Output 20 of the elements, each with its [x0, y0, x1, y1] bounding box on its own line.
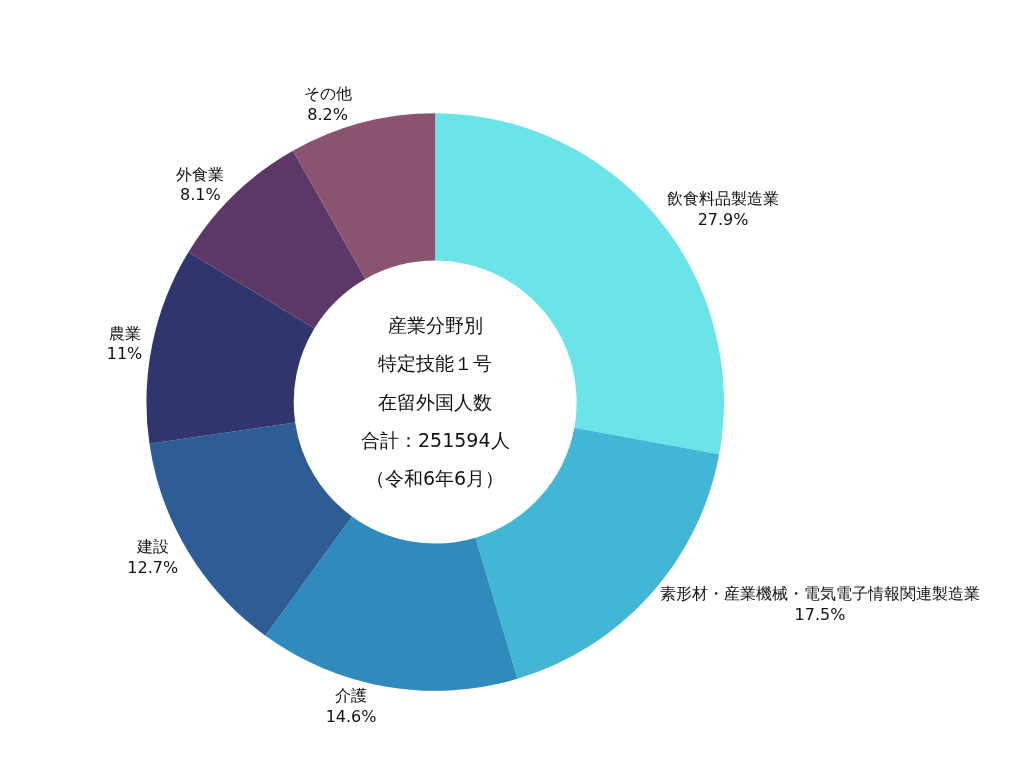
text: （令和6年6月）	[366, 467, 505, 489]
text: 在留外国人数	[378, 391, 492, 413]
donut-slice	[146, 251, 315, 444]
data-label: 12.7%	[127, 557, 179, 577]
slice-label: 農業	[108, 323, 141, 343]
slice-label: 飲食料品製造業	[667, 189, 780, 209]
slice-label: 素形材・産業機械・電気電子情報関連製造業	[659, 584, 980, 604]
slice-label: 建設	[135, 536, 169, 556]
data-label: 11%	[106, 344, 143, 364]
slice-label: その他	[303, 84, 352, 104]
slice-label: 外食業	[176, 164, 225, 184]
text: 合計：251594人	[361, 429, 510, 451]
data-label: 17.5%	[794, 604, 846, 624]
data-label: 27.9%	[697, 210, 749, 230]
data-label: 8.1%	[179, 185, 221, 205]
data-label: 14.6%	[325, 706, 377, 726]
slice-label: 介護	[335, 686, 368, 706]
data-label: 8.2%	[307, 105, 349, 125]
text: 産業分野別	[388, 314, 483, 336]
text: 特定技能１号	[378, 352, 492, 374]
